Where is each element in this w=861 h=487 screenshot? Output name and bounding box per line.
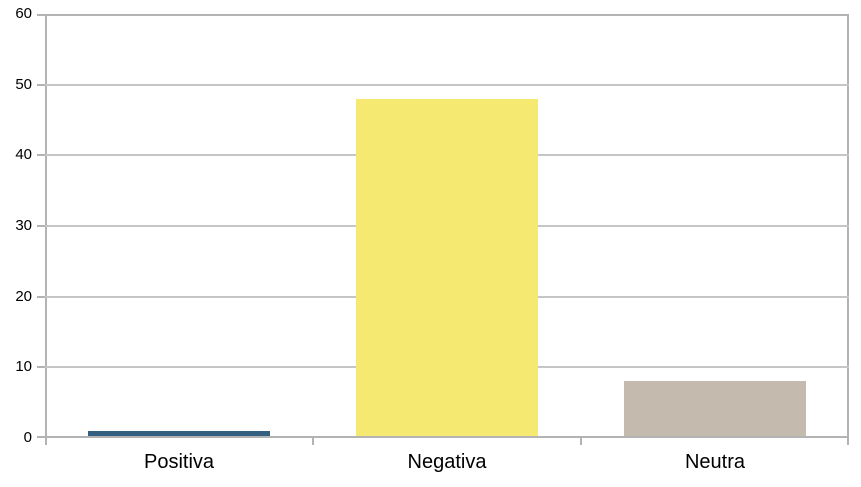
y-axis-label-60: 60 [15, 5, 32, 22]
y-axis-tick-10 [37, 366, 45, 369]
y-axis-tick-50 [37, 83, 45, 86]
y-axis-labels: 0 10 20 30 40 50 60 [0, 5, 32, 446]
y-axis-label-30: 30 [15, 217, 32, 234]
y-axis-line [45, 14, 47, 445]
plot-right-border [847, 14, 849, 445]
x-axis-label-negativa: Negativa [407, 451, 487, 473]
plot-area [37, 14, 849, 445]
y-axis-label-10: 10 [15, 358, 32, 376]
x-axis-line [45, 436, 849, 438]
y-axis-tick-20 [37, 295, 45, 298]
x-axis-label-positiva: Positiva [143, 451, 215, 473]
y-axis-tick-40 [37, 154, 45, 157]
y-axis-label-0: 0 [23, 429, 32, 446]
y-axis-label-50: 50 [15, 75, 32, 93]
bar-negativa [355, 99, 539, 436]
x-axis-label-neutra: Neutra [684, 451, 746, 473]
y-axis-tick-0 [37, 436, 45, 438]
gridline-50 [45, 83, 849, 86]
y-axis-tick-30 [37, 225, 45, 227]
plot-top-border [45, 14, 849, 16]
x-axis-tick-2 [580, 438, 582, 445]
x-axis-tick-1 [312, 438, 314, 445]
bar-positiva [87, 431, 271, 436]
y-axis-tick-60 [37, 14, 45, 16]
bar-neutra [623, 381, 807, 436]
x-axis-labels: Positiva Negativa Neutra [45, 438, 849, 487]
y-axis-label-40: 40 [15, 146, 32, 164]
y-axis-label-20: 20 [15, 287, 32, 305]
